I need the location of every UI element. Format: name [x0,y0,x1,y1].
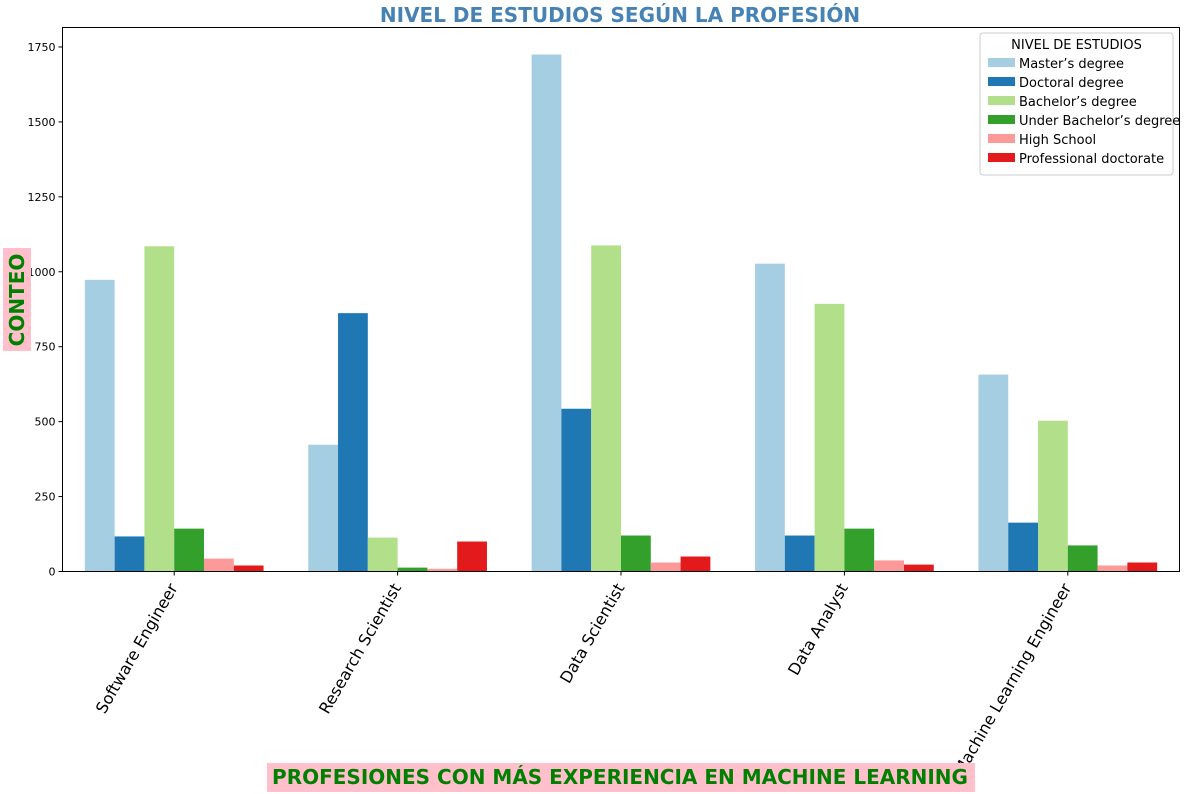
bar [844,528,875,572]
chart-title: NIVEL DE ESTUDIOS SEGÚN LA PROFESIÓN [380,3,860,27]
legend-title: NIVEL DE ESTUDIOS [1011,38,1142,53]
bar [784,535,815,572]
bar [1097,565,1128,572]
legend: NIVEL DE ESTUDIOS Master’s degree Doctoral… [979,32,1180,176]
bar [680,556,711,572]
y-tick-label: 750 [35,341,56,354]
bar [114,536,145,572]
bar [233,565,264,572]
y-tick-label: 1750 [28,41,56,54]
bar [84,279,115,572]
y-tick-label: 1250 [28,191,56,204]
y-axis: 0 250 500 750 1000 1250 1500 1750 [28,41,63,579]
bar [978,374,1009,572]
legend-box [979,32,1174,176]
bar [1127,562,1158,572]
x-axis: Software Engineer Research Scientist Data … [92,571,1076,779]
y-tick-label: 500 [35,416,56,429]
bar [591,245,621,572]
bar [621,535,651,572]
legend-entry-label: Doctoral degree [1019,76,1124,91]
y-axis-label-background [3,248,31,351]
bar [144,246,175,572]
legend-swatch [988,115,1015,124]
bar [174,528,204,572]
bar [561,408,592,572]
bar [457,541,487,572]
bar [427,568,458,572]
bar [367,537,398,572]
bar [1008,522,1039,572]
legend-swatch [988,153,1015,162]
bar [308,444,339,572]
x-tick-label: Research Scientist [315,580,405,717]
legend-swatch [988,77,1015,86]
bar [1038,420,1068,572]
legend-entry-label: Bachelor’s degree [1019,95,1137,110]
bar [397,567,428,572]
x-axis-label-background [267,763,975,792]
bar [755,263,785,572]
x-tick-label: Machine Learning Engineer [950,580,1076,779]
legend-entry-label: Professional doctorate [1019,152,1164,167]
bar [650,562,681,572]
x-axis-label: PROFESIONES CON MÁS EXPERIENCIA EN MACHI… [272,765,968,789]
y-tick-label: 1000 [28,266,56,279]
x-tick-label: Software Engineer [92,580,182,717]
plot-bars [84,54,1158,572]
legend-swatch [988,96,1015,105]
bar [874,560,904,572]
bar [903,564,934,572]
plot-frame [62,27,1180,572]
y-tick-label: 0 [49,566,56,579]
y-tick-label: 250 [35,491,56,504]
x-tick-label: Data Analyst [784,580,852,678]
y-tick-label: 1500 [28,116,56,129]
bar [1067,545,1098,572]
legend-entry-label: High School [1019,133,1096,148]
legend-swatch [988,134,1015,143]
legend-swatch [988,58,1015,67]
bar [203,558,234,572]
y-axis-label: CONTEO [5,254,29,347]
legend-entry-label: Under Bachelor’s degree [1019,114,1180,129]
legend-entry-label: Master’s degree [1019,57,1124,72]
x-tick-label: Data Scientist [556,580,628,686]
bar [814,303,845,572]
bar [338,313,368,572]
bar [531,54,562,572]
